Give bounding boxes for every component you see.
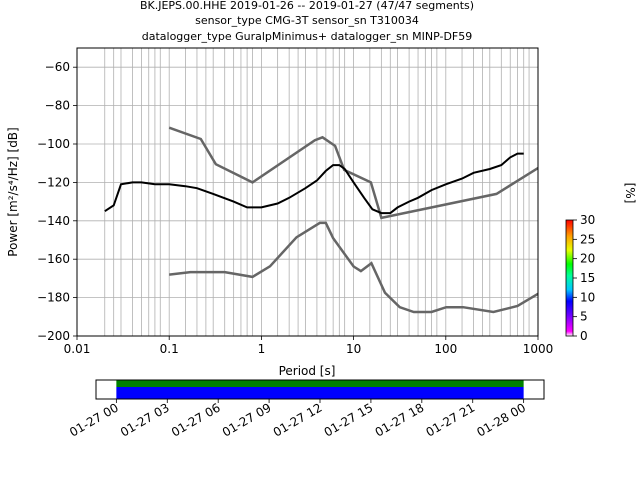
x-tick-label: 0.1 [160,342,179,356]
coverage-bar-bottom [116,387,524,399]
x-tick-label: 10 [346,342,361,356]
y-tick-label: −60 [45,60,70,74]
coverage-tick-label: 01-27 06 [169,400,223,439]
colorbar [565,219,574,337]
colorbar-tick-label: 30 [580,213,595,227]
coverage-tick-label: 01-28 00 [474,400,528,439]
plot-area [77,48,538,336]
x-tick-label: 0.01 [64,342,91,356]
colorbar-tick-label: 5 [580,310,588,324]
coverage-tick-label: 01-27 12 [271,400,325,439]
x-tick-label: 100 [434,342,457,356]
x-axis-ticks: 0.01 0.1 1 10 100 1000 [64,336,554,356]
colorbar-ticks: 0 5 10 15 20 25 30 [573,213,595,343]
coverage-bar-top [116,380,524,387]
nhnm-model-curve [168,126,538,220]
y-axis-label: Power [m²/s⁴/Hz] [dB] [6,127,20,256]
y-tick-label: −200 [37,329,70,343]
colorbar-tick-label: 10 [580,290,595,304]
y-tick-label: −120 [37,175,70,189]
coverage-tick-label: 01-27 18 [373,400,427,439]
chart-title-line-1: BK.JEPS.00.HHE 2019-01-26 -- 2019-01-27 … [140,0,474,12]
plot-frame [76,47,539,337]
y-tick-label: −140 [37,214,70,228]
coverage-tick-label: 01-27 15 [322,400,376,439]
y-tick-label: −180 [37,291,70,305]
colorbar-tick-label: 0 [580,329,588,343]
coverage-tick-label: 01-27 09 [220,400,274,439]
chart-title-line-2: sensor_type CMG-3T sensor_sn T310034 [195,14,419,27]
y-tick-label: −80 [45,99,70,113]
colorbar-label: [%] [623,183,637,204]
x-axis-label: Period [s] [279,364,336,378]
x-tick-label: 1 [258,342,266,356]
coverage-tick-label: 01-27 03 [118,400,172,439]
y-tick-label: −160 [37,252,70,266]
y-tick-label: −100 [37,137,70,151]
y-axis-ticks: −60 −80 −100 −120 −140 −160 −180 −200 [37,60,77,343]
nlnm-model-curve [169,221,538,314]
coverage-tick-label: 01-27 00 [67,400,121,439]
x-tick-label: 1000 [523,342,554,356]
colorbar-tick-label: 15 [580,271,595,285]
mode-line [104,152,524,215]
coverage-tick-label: 01-27 21 [424,400,478,439]
colorbar-tick-label: 20 [580,252,595,266]
vertical-grid [104,48,530,336]
colorbar-tick-label: 25 [580,232,595,246]
chart-title-line-3: datalogger_type GuralpMinimus+ datalogge… [142,30,473,43]
